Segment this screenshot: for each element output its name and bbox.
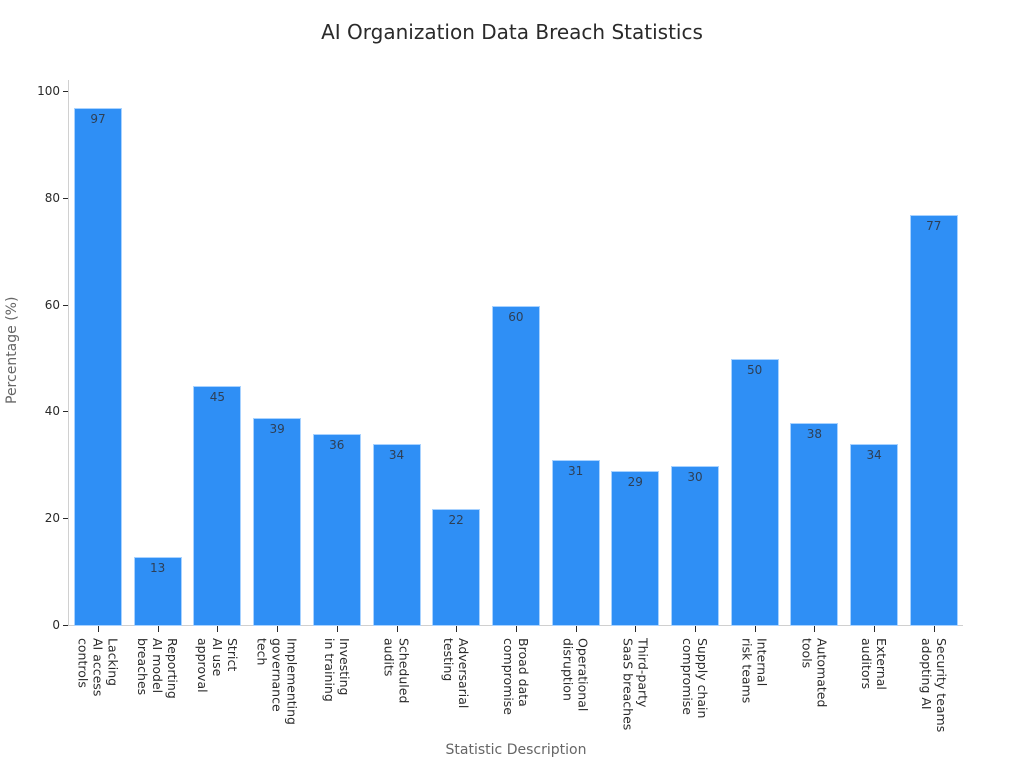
x-tick-label: Adversarial testing <box>441 638 472 709</box>
bar[interactable]: 13 <box>133 556 182 626</box>
plot-area: 0 20 40 60 80 100 97 Lacking AI access controls… <box>37 80 963 732</box>
x-tick-label: Strict AI use approval <box>194 638 240 693</box>
y-tick: 20 <box>28 511 68 525</box>
y-tick-label: 0 <box>52 618 60 632</box>
x-tick-mark <box>277 626 279 632</box>
x-tick-mark <box>874 626 876 632</box>
x-tick-label: Automated tools <box>799 638 830 708</box>
x-tick-mark <box>217 626 219 632</box>
bar-value-label: 39 <box>269 421 285 436</box>
bar-value-label: 34 <box>866 448 882 463</box>
y-axis-title: Percentage (%) <box>4 296 20 404</box>
y-tick-mark <box>63 91 68 92</box>
x-tick-mark <box>575 626 577 632</box>
y-tick: 80 <box>28 191 68 205</box>
y-tick-label: 60 <box>44 297 60 312</box>
x-tick-label: Lacking AI access controls <box>75 638 121 697</box>
y-tick-mark <box>63 625 68 626</box>
x-tick-mark <box>396 626 398 632</box>
x-tick-mark <box>754 626 756 632</box>
x-tick-label: Scheduled audits <box>381 638 412 704</box>
x-tick-label: Security teams adopting AI <box>918 638 949 733</box>
y-tick: 100 <box>28 84 68 98</box>
y-tick-mark <box>63 518 68 520</box>
x-tick-label: Implementing governance tech <box>254 638 300 725</box>
bar-value-label: 34 <box>388 448 405 463</box>
x-tick-mark <box>336 626 338 632</box>
x-tick-label: Supply chain compromise <box>680 638 710 719</box>
bar[interactable]: 38 <box>790 423 839 626</box>
bar-value-label: 97 <box>90 112 106 127</box>
x-tick-label: Internal risk teams <box>739 638 770 704</box>
bar[interactable]: 30 <box>671 465 719 626</box>
bar[interactable]: 31 <box>551 460 600 626</box>
x-tick-label: Third-party SaaS breaches <box>620 638 651 731</box>
x-tick-label: Operational disruption <box>560 638 591 712</box>
chart-title: AI Organization Data Breach Statistics <box>321 20 703 44</box>
bar[interactable]: 45 <box>193 385 242 626</box>
bar-value-label: 45 <box>209 389 226 404</box>
bar[interactable]: 36 <box>312 433 361 626</box>
bar[interactable]: 34 <box>372 444 421 626</box>
bar-value-label: 38 <box>806 427 823 442</box>
bar-value-label: 31 <box>567 464 584 479</box>
bar[interactable]: 97 <box>74 108 122 626</box>
y-tick-mark <box>63 197 68 199</box>
x-tick-label: Broad data compromise <box>500 638 531 715</box>
x-tick-mark <box>933 626 935 632</box>
bar-value-label: 60 <box>508 309 524 324</box>
bar[interactable]: 22 <box>432 508 481 626</box>
y-tick-mark <box>63 411 68 413</box>
x-tick-label: External auditors <box>859 638 890 690</box>
bar-value-label: 50 <box>747 363 763 377</box>
y-tick-label: 100 <box>37 84 60 98</box>
x-tick-mark <box>814 626 816 632</box>
bar-value-label: 30 <box>687 469 703 484</box>
bar[interactable]: 50 <box>730 359 779 626</box>
x-axis-title: Statistic Description <box>445 742 587 758</box>
x-tick-label: Investing in training <box>321 638 352 702</box>
bar[interactable]: 77 <box>909 214 958 626</box>
x-tick-mark <box>98 626 99 632</box>
bar-value-label: 29 <box>627 475 643 490</box>
bar-value-label: 36 <box>329 437 345 452</box>
bar-value-label: 77 <box>926 218 942 233</box>
y-tick-label: 80 <box>44 190 60 205</box>
y-tick-label: 20 <box>44 511 60 526</box>
x-tick-mark <box>456 626 458 632</box>
bar-value-label: 22 <box>448 512 464 527</box>
y-axis-line <box>68 80 69 626</box>
bar-value-label: 13 <box>150 560 166 575</box>
x-tick-mark <box>635 626 637 632</box>
bar[interactable]: 29 <box>611 471 660 626</box>
bar[interactable]: 39 <box>253 417 302 626</box>
x-tick-mark <box>695 626 696 632</box>
x-tick-label: Reporting AI model breaches <box>135 638 181 699</box>
y-tick: 40 <box>28 404 68 418</box>
bar[interactable]: 60 <box>491 305 540 626</box>
x-tick-mark <box>515 626 517 632</box>
y-tick: 60 <box>28 298 68 312</box>
x-tick-mark <box>157 626 159 632</box>
y-tick-label: 40 <box>44 404 60 419</box>
bar[interactable]: 34 <box>850 444 899 626</box>
y-tick-mark <box>63 304 68 306</box>
y-tick: 0 <box>28 618 68 632</box>
